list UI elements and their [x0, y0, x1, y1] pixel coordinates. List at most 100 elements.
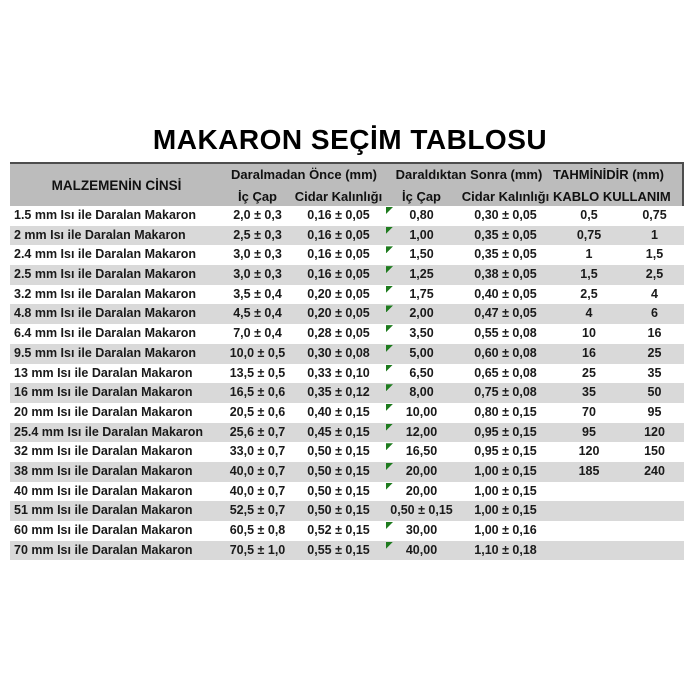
cell-cidar-once: 0,40 ± 0,15 [307, 404, 370, 419]
table-row: 51 mm Isı ile Daralan Makaron 52,5 ± 0,7 0… [10, 501, 684, 521]
table-row: 4.8 mm Isı ile Daralan Makaron 4,5 ± 0,4 0… [10, 304, 684, 325]
cell-ic-cap-once: 2,5 ± 0,3 [233, 227, 282, 242]
cell-cidar-sonra: 0,38 ± 0,05 [474, 267, 537, 282]
cell-cidar-once: 0,50 ± 0,15 [307, 503, 370, 518]
cell-cidar-sonra: 0,30 ± 0,05 [474, 208, 537, 222]
cell-cidar-sonra: 0,95 ± 0,15 [474, 444, 537, 459]
cell-kullanim: 6 [651, 306, 658, 321]
table-row: 16 mm Isı ile Daralan Makaron 16,5 ± 0,6 0… [10, 383, 684, 403]
cell-ic-cap-once: 10,0 ± 0,5 [229, 345, 286, 360]
cell-kullanim [625, 482, 684, 502]
cell-ic-cap-once: 52,5 ± 0,7 [229, 503, 286, 518]
cell-ic-cap-once: 20,5 ± 0,6 [229, 404, 286, 419]
selection-table: MALZEMENİN CİNSİ Daralmadan Önce (mm) Da… [10, 162, 684, 561]
cell-cidar-sonra: 0,47 ± 0,05 [474, 306, 537, 321]
cell-cidar-sonra: 1,00 ± 0,16 [474, 523, 537, 537]
cell-ic-cap-once: 3,0 ± 0,3 [233, 247, 282, 262]
error-indicator-icon [386, 364, 393, 372]
cell-ic-cap-sonra: 1,00 [385, 226, 458, 246]
error-indicator-icon [386, 403, 393, 411]
cell-material: 2.5 mm Isı ile Daralan Makaron [14, 267, 197, 282]
cell-material: 1.5 mm Isı ile Daralan Makaron [14, 208, 197, 222]
cell-ic-cap-once: 13,5 ± 0,5 [229, 365, 286, 380]
cell-ic-cap-sonra: 30,00 [385, 521, 458, 541]
table-row: 38 mm Isı ile Daralan Makaron 40,0 ± 0,7 0… [10, 461, 684, 482]
cell-cidar-sonra: 0,40 ± 0,05 [474, 286, 537, 301]
table-row: 70 mm Isı ile Daralan Makaron 70,5 ± 1,0 0… [10, 540, 684, 561]
header-inner-diameter-before: İç Çap [237, 189, 277, 204]
header-wall-thickness-before: Cidar Kalınlığı [294, 189, 383, 204]
cell-material: 4.8 mm Isı ile Daralan Makaron [14, 306, 197, 321]
cell-cidar-sonra: 0,65 ± 0,08 [474, 365, 537, 380]
cell-kullanim: 0,75 [642, 208, 667, 222]
cell-ic-cap-once: 25,6 ± 0,7 [229, 424, 286, 439]
error-indicator-icon [386, 423, 393, 431]
cell-cidar-sonra: 1,00 ± 0,15 [474, 483, 537, 498]
cell-kullanim: 25 [647, 345, 662, 360]
cell-cidar-sonra: 0,35 ± 0,05 [474, 247, 537, 262]
cell-kablo: 1 [585, 247, 593, 262]
error-indicator-icon [386, 246, 393, 254]
cell-material: 51 mm Isı ile Daralan Makaron [14, 503, 193, 518]
table-row: 32 mm Isı ile Daralan Makaron 33,0 ± 0,7 0… [10, 442, 684, 462]
header-measure-groups: Daralmadan Önce (mm) Daraldıktan Sonra (… [223, 164, 682, 206]
table-body: 1.5 mm Isı ile Daralan Makaron 2,0 ± 0,3 0… [10, 206, 684, 561]
cell-kablo [553, 482, 625, 502]
cell-kablo: 185 [578, 463, 600, 478]
header-cable-usage: KABLO KULLANIM [553, 189, 671, 204]
table-row: 20 mm Isı ile Daralan Makaron 20,5 ± 0,6 0… [10, 402, 684, 423]
table-row: 25.4 mm Isı ile Daralan Makaron 25,6 ± 0,… [10, 422, 684, 443]
cell-ic-cap-once: 4,5 ± 0,4 [233, 306, 282, 321]
error-indicator-icon [386, 285, 393, 293]
header-inner-diameter-after: İç Çap [401, 189, 441, 204]
cell-ic-cap-sonra: 20,00 [385, 462, 458, 482]
cell-kablo: 0,5 [580, 208, 598, 222]
error-indicator-icon [386, 266, 393, 274]
cell-ic-cap-sonra: 20,00 [385, 482, 458, 502]
error-indicator-icon [386, 207, 393, 214]
cell-ic-cap-once: 3,5 ± 0,4 [233, 286, 282, 301]
cell-cidar-once: 0,16 ± 0,05 [307, 267, 370, 282]
cell-material: 2 mm Isı ile Daralan Makaron [14, 227, 186, 242]
cell-kullanim [625, 521, 684, 541]
cell-kullanim: 1 [651, 227, 658, 242]
cell-material: 20 mm Isı ile Daralan Makaron [14, 404, 193, 419]
cell-ic-cap-sonra: 40,00 [385, 541, 458, 561]
cell-material: 13 mm Isı ile Daralan Makaron [14, 365, 193, 380]
cell-cidar-sonra: 1,10 ± 0,18 [474, 542, 537, 557]
header-wall-thickness-after: Cidar Kalınlığı [461, 189, 550, 204]
cell-material: 2.4 mm Isı ile Daralan Makaron [14, 247, 197, 262]
cell-ic-cap-once: 16,5 ± 0,6 [229, 385, 286, 400]
cell-kablo: 35 [582, 385, 596, 400]
cell-kullanim: 50 [647, 385, 662, 400]
cell-ic-cap-sonra: 10,00 [385, 403, 458, 423]
cell-cidar-once: 0,16 ± 0,05 [307, 227, 370, 242]
cell-ic-cap-sonra: 16,50 [385, 442, 458, 462]
cell-ic-cap-once: 70,5 ± 1,0 [229, 542, 286, 557]
error-indicator-icon [386, 384, 393, 392]
table-row: 3.2 mm Isı ile Daralan Makaron 3,5 ± 0,4 0… [10, 284, 684, 305]
cell-kullanim [625, 501, 684, 521]
cell-ic-cap-once: 40,0 ± 0,7 [229, 463, 286, 478]
cell-ic-cap-once: 40,0 ± 0,7 [229, 483, 286, 498]
cell-ic-cap-sonra: 2,00 [385, 304, 458, 324]
error-indicator-icon [386, 462, 393, 470]
cell-kablo: 25 [582, 365, 596, 380]
cell-kullanim: 2,5 [645, 267, 664, 282]
table-row: 1.5 mm Isı ile Daralan Makaron 2,0 ± 0,3 0… [10, 206, 684, 226]
cell-kablo: 120 [578, 444, 600, 459]
cell-cidar-once: 0,30 ± 0,08 [307, 345, 370, 360]
cell-cidar-sonra: 0,55 ± 0,08 [474, 326, 537, 341]
cell-ic-cap-once: 7,0 ± 0,4 [233, 326, 282, 341]
cell-kullanim: 35 [647, 365, 662, 380]
cell-ic-cap-sonra: 1,25 [385, 265, 458, 285]
cell-kablo: 4 [585, 306, 593, 321]
cell-cidar-once: 0,16 ± 0,05 [307, 208, 370, 222]
cell-ic-cap-once: 33,0 ± 0,7 [229, 444, 286, 459]
cell-material: 70 mm Isı ile Daralan Makaron [14, 542, 193, 557]
cell-kullanim: 1,5 [645, 247, 664, 262]
header-subcolumn-row: İç Çap Cidar Kalınlığı İç Çap Cidar Kalı… [223, 186, 682, 208]
cell-kablo: 16 [582, 345, 596, 360]
cell-cidar-once: 0,55 ± 0,15 [307, 542, 370, 557]
